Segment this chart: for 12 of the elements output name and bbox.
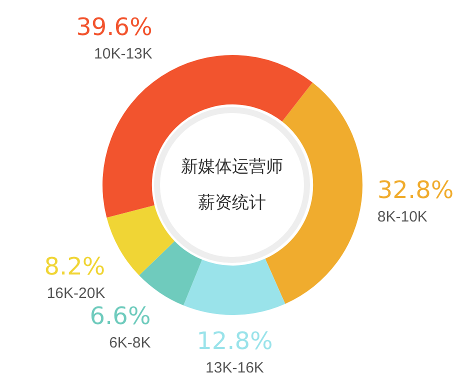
slice-label: 10K-13K bbox=[94, 46, 152, 63]
slice-label: 16K-20K bbox=[46, 285, 106, 302]
slice-label: 6K-8K bbox=[109, 334, 151, 352]
text: 新媒体运营师 bbox=[180, 156, 284, 179]
slice-label: 8K-10K bbox=[377, 208, 428, 226]
data-label: 39.6% bbox=[76, 13, 152, 42]
data-label: 12.8% bbox=[196, 327, 273, 356]
data-label: 32.8% bbox=[377, 176, 454, 204]
text: 薪资统计 bbox=[197, 192, 267, 215]
data-label: 6.6% bbox=[90, 302, 151, 330]
slice-label: 13K-16K bbox=[206, 360, 264, 377]
data-label: 8.2% bbox=[44, 252, 106, 281]
